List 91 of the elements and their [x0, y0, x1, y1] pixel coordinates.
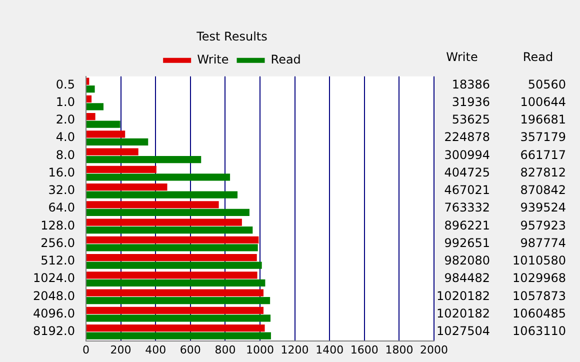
- bar: [86, 103, 104, 110]
- y-tick-label: 8.0: [56, 148, 75, 162]
- bar: [86, 201, 219, 208]
- x-tick-label: 400: [145, 343, 166, 356]
- bar: [86, 166, 156, 174]
- y-tick-label: 1.0: [56, 94, 75, 109]
- text: 957923: [520, 218, 566, 232]
- bar: [86, 297, 270, 304]
- legend-label: Read: [270, 52, 301, 67]
- text: 300994: [444, 148, 490, 162]
- bar: [86, 86, 95, 93]
- text: 50560: [528, 77, 566, 92]
- text: 100644: [520, 94, 566, 109]
- bar: [86, 208, 250, 216]
- x-tick-label: 1800: [385, 343, 414, 356]
- y-tick-label: 2048.0: [32, 288, 75, 303]
- y-tick-label: 0.5: [56, 77, 75, 92]
- text: Read: [522, 50, 554, 64]
- bar: [86, 254, 257, 262]
- y-tick-label: 128.0: [40, 218, 75, 232]
- text: 987774: [520, 236, 566, 250]
- bar: [86, 95, 92, 103]
- bar: [86, 289, 264, 296]
- bar: [86, 314, 271, 322]
- bar: [86, 148, 138, 156]
- y-tick-label: 32.0: [48, 183, 75, 198]
- bar: [86, 156, 202, 164]
- bar: [86, 306, 264, 314]
- text: 661717: [520, 148, 566, 162]
- text: 357179: [520, 130, 566, 144]
- text: 870842: [520, 183, 566, 198]
- text: 939524: [520, 200, 566, 215]
- text: 896221: [444, 218, 490, 232]
- legend-label: Write: [197, 52, 229, 67]
- bar: [86, 113, 96, 120]
- y-tick-label: 8192.0: [32, 324, 75, 338]
- x-tick-label: 0: [82, 343, 90, 356]
- text: 1029968: [512, 271, 566, 286]
- y-tick-label: 4.0: [56, 130, 75, 144]
- text: 992651: [444, 236, 490, 250]
- x-tick-label: 2000: [420, 343, 448, 356]
- text: 1020182: [436, 306, 490, 320]
- text: 467021: [444, 183, 490, 198]
- y-tick-label: 16.0: [48, 165, 75, 180]
- text: 1027504: [436, 324, 490, 338]
- text: 1057873: [512, 288, 566, 303]
- y-tick-label: 4096.0: [32, 306, 75, 320]
- bar: [86, 332, 271, 340]
- text: 1063110: [512, 324, 566, 338]
- bar: [86, 191, 238, 198]
- bar: [86, 236, 259, 244]
- chart-title: Test Results: [196, 29, 268, 44]
- bar: [86, 279, 266, 287]
- text: 196681: [520, 112, 566, 127]
- bar: [86, 174, 230, 181]
- y-tick-label: 1024.0: [32, 271, 75, 286]
- bar: [86, 130, 126, 138]
- x-tick-label: 1000: [246, 343, 274, 356]
- y-tick-label: 64.0: [48, 200, 75, 215]
- bar: [86, 226, 253, 234]
- y-tick-label: 512.0: [40, 254, 75, 268]
- text: 224878: [444, 130, 490, 144]
- x-tick-label: 600: [180, 343, 201, 356]
- bar: [86, 138, 148, 146]
- bar: [86, 272, 258, 279]
- text: Write: [446, 50, 478, 64]
- bar: [86, 262, 262, 269]
- bar: [86, 324, 265, 332]
- bar: [86, 218, 242, 226]
- x-tick-label: 1200: [280, 343, 309, 356]
- bar: [86, 244, 258, 252]
- x-tick-label: 1600: [350, 343, 378, 356]
- text: 984482: [444, 271, 490, 286]
- bar: [86, 78, 90, 85]
- text: 763332: [444, 200, 490, 215]
- text: 18386: [452, 77, 490, 92]
- text: 1010580: [512, 254, 566, 268]
- y-tick-label: 256.0: [40, 236, 75, 250]
- y-tick-label: 2.0: [56, 112, 75, 127]
- x-tick-label: 800: [214, 343, 236, 356]
- text: 1020182: [436, 288, 490, 303]
- text: 982080: [444, 254, 490, 268]
- text: 404725: [444, 165, 490, 180]
- text: 53625: [452, 112, 490, 127]
- text: 31936: [452, 94, 490, 109]
- text: 827812: [520, 165, 566, 180]
- bar: [86, 120, 120, 128]
- x-tick-label: 1400: [316, 343, 344, 356]
- x-tick-label: 200: [110, 343, 132, 356]
- text: 1060485: [512, 306, 566, 320]
- bar: [86, 184, 168, 191]
